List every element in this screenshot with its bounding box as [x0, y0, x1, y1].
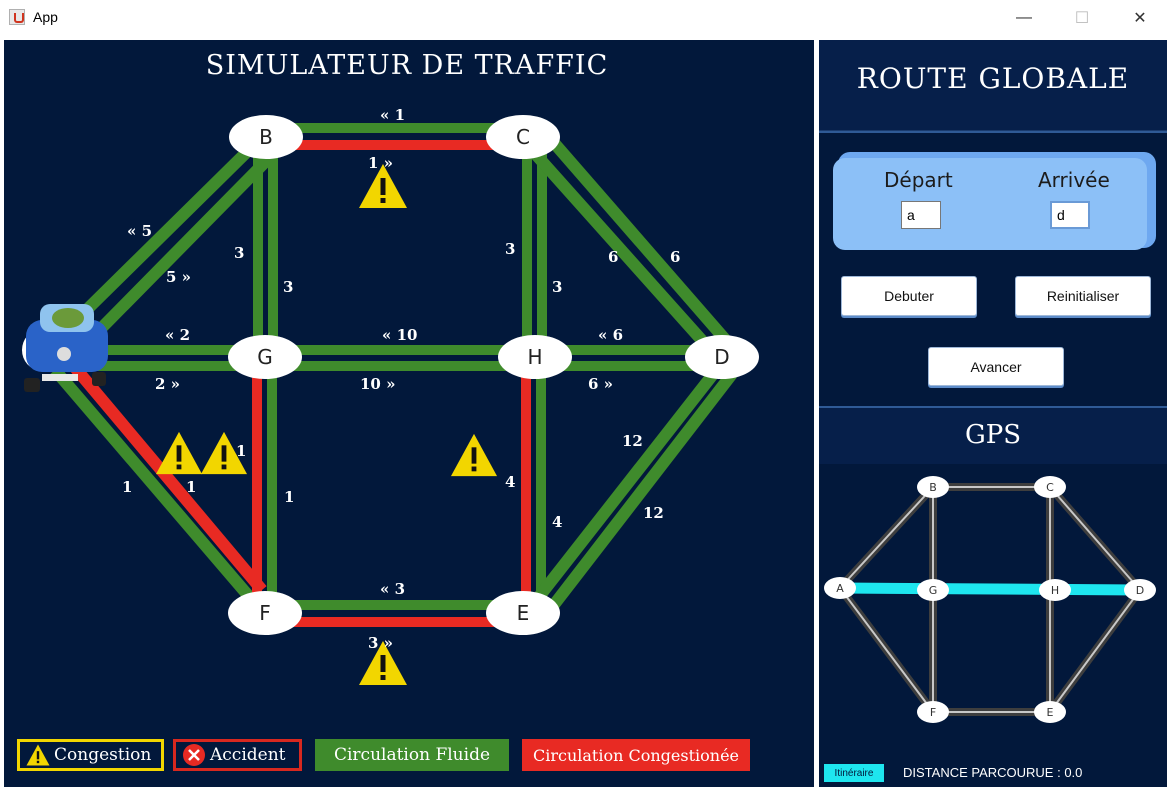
- edge-label: 1: [122, 478, 132, 496]
- window-title: App: [33, 9, 58, 25]
- road-e-d: [533, 364, 737, 610]
- road-network-map: B C G H D F E « 1 1 » « 5 5 » 3 3 3: [22, 106, 759, 685]
- road-f-e: [265, 600, 522, 627]
- distance-readout: DISTANCE PARCOURUE : 0.0: [903, 765, 1083, 780]
- avancer-button[interactable]: Avancer: [928, 347, 1064, 386]
- gps-title: GPS: [964, 420, 1022, 450]
- road-g-f: [252, 370, 277, 600]
- edge-label: 1: [284, 488, 294, 506]
- edge-label: 1: [186, 478, 196, 496]
- node-label-c: C: [516, 125, 530, 149]
- node-c: [486, 115, 560, 159]
- edge-label: 5 »: [166, 268, 191, 286]
- node-label-e: E: [517, 601, 530, 625]
- warning-icon: [155, 431, 203, 475]
- node-label-b: B: [259, 125, 273, 149]
- edge-label: « 6: [598, 326, 623, 344]
- accident-icon: [183, 744, 205, 766]
- warning-icon: [26, 744, 50, 766]
- legend-accident-label: Accident: [210, 745, 286, 765]
- node-e: [486, 591, 560, 635]
- edge-label: 3: [505, 240, 515, 258]
- edge-label: 6 »: [588, 375, 613, 393]
- sidebar-title: ROUTE GLOBALE: [856, 62, 1130, 95]
- close-button[interactable]: ✕: [1133, 10, 1147, 27]
- node-h: [498, 335, 572, 379]
- edge-label: 4: [552, 513, 562, 531]
- road-c-d: [525, 132, 735, 359]
- node-g: [228, 335, 302, 379]
- minimize-button[interactable]: —: [1016, 9, 1032, 26]
- gps-header: [819, 408, 1167, 464]
- road-b-c: [265, 123, 522, 150]
- road-c-h: [522, 140, 547, 356]
- legend-congestion-label: Congestion: [54, 745, 152, 765]
- road-g-h: [265, 345, 535, 371]
- edge-label: 6: [608, 248, 618, 266]
- warning-icon: [450, 433, 498, 477]
- edge-label: « 3: [380, 580, 405, 598]
- debuter-button[interactable]: Debuter: [841, 276, 977, 316]
- edge-label: 10 »: [360, 375, 395, 393]
- legend-circulation-fluide: Circulation Fluide: [315, 739, 509, 771]
- edge-label: 3: [283, 278, 293, 296]
- node-d: [685, 335, 759, 379]
- edge-label: 1 »: [368, 154, 393, 172]
- edge-label: 3 »: [368, 634, 393, 652]
- edge-label: 12: [622, 432, 643, 450]
- edge-label: « 5: [127, 222, 152, 240]
- depart-input[interactable]: [901, 201, 941, 229]
- edge-label: 2 »: [155, 375, 180, 393]
- edge-label: « 2: [165, 326, 190, 344]
- arrivee-input[interactable]: [1050, 201, 1090, 229]
- legend-congestionee-label: Circulation Congestionée: [532, 745, 740, 765]
- node-label-h: H: [527, 345, 542, 369]
- edge-label: 4: [505, 473, 515, 491]
- depart-label: Départ: [884, 168, 953, 192]
- node-b: [229, 115, 303, 159]
- maximize-button[interactable]: ☐: [1074, 10, 1090, 27]
- road-a-f: [50, 360, 267, 604]
- edge-label: « 1: [380, 106, 405, 124]
- node-label-g: G: [257, 345, 273, 369]
- legend-circulation-congestionee: Circulation Congestionée: [522, 739, 750, 771]
- edge-label: 3: [234, 244, 244, 262]
- node-f: [228, 591, 302, 635]
- reinitialiser-button[interactable]: Reinitialiser: [1015, 276, 1151, 316]
- legend-congestion: Congestion: [17, 739, 164, 771]
- road-h-e: [521, 370, 546, 600]
- legend-fluide-label: Circulation Fluide: [333, 745, 491, 765]
- itineraire-button[interactable]: Itinéraire: [824, 764, 884, 782]
- java-app-icon: [9, 9, 25, 25]
- node-label-f: F: [259, 601, 271, 625]
- edge-label: « 10: [382, 326, 417, 344]
- node-label-d: D: [714, 345, 729, 369]
- divider: [819, 406, 1167, 408]
- road-b-g: [253, 140, 278, 356]
- edge-label: 3: [552, 278, 562, 296]
- edge-label: 1: [236, 442, 246, 460]
- edge-label: 6: [670, 248, 680, 266]
- car-icon: [24, 304, 108, 392]
- simulator-title: SIMULATEUR DE TRAFFIC: [205, 50, 609, 81]
- arrivee-label: Arrivée: [1038, 168, 1110, 192]
- legend-accident: Accident: [173, 739, 302, 771]
- route-card: [833, 158, 1147, 250]
- title-bar: App — ☐ ✕: [0, 0, 1169, 36]
- divider: [819, 131, 1167, 133]
- edge-label: 12: [643, 504, 664, 522]
